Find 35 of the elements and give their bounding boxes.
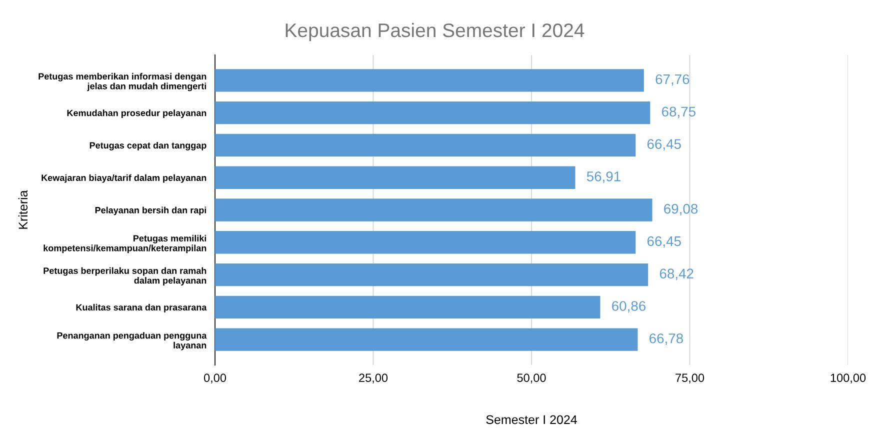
y-tick-label: Kemudahan prosedur pelayanan xyxy=(67,110,206,118)
bar xyxy=(215,166,576,189)
data-label: 60,86 xyxy=(612,301,646,313)
data-label: 69,08 xyxy=(664,204,698,216)
y-tick-label: Kualitas sarana dan prasarana xyxy=(76,304,207,312)
y-tick-label: Penanganan pengaduan pengguna layanan xyxy=(57,332,207,350)
bar xyxy=(215,296,600,319)
data-label: 66,78 xyxy=(650,333,683,345)
y-axis-title: Kriteria xyxy=(18,190,28,229)
data-label: 68,75 xyxy=(662,106,696,118)
x-tick-label: 0,00 xyxy=(204,374,226,384)
y-tick-label: Kewajaran biaya/tarif dalam pelayanan xyxy=(42,174,206,183)
data-label: 67,76 xyxy=(656,74,690,86)
bar xyxy=(215,231,636,254)
x-tick-label: 25,00 xyxy=(359,374,388,384)
bar xyxy=(215,263,648,286)
y-tick-label: Petugas berperilaku sopan dan ramah dalam pelayanan xyxy=(44,267,206,286)
y-tick-label: Petugas memberikan informasi dengan jelas dan mudah dimengerti xyxy=(38,72,206,92)
bar xyxy=(215,328,638,351)
x-axis-title: Semester I 2024 xyxy=(486,415,577,424)
bar xyxy=(215,69,644,92)
y-tick-label: Petugas memiliki kompetensi/kemampuan/keterampilan xyxy=(44,234,206,254)
data-label: 56,91 xyxy=(586,172,620,183)
bar xyxy=(215,101,650,124)
data-label: 66,45 xyxy=(647,139,681,151)
x-tick-label: 50,00 xyxy=(517,374,546,384)
bar xyxy=(215,198,652,222)
y-tick-label: Pelayanan bersih dan rapi xyxy=(95,206,206,216)
x-tick-label: 75,00 xyxy=(676,374,704,384)
x-tick-label: 100,00 xyxy=(830,374,866,384)
data-label: 68,42 xyxy=(660,268,694,280)
bar xyxy=(215,134,636,157)
data-label: 66,45 xyxy=(647,236,681,248)
y-tick-label: Petugas cepat dan tanggap xyxy=(90,142,206,150)
chart-title: Kepuasan Pasien Semester I 2024 xyxy=(286,22,584,42)
